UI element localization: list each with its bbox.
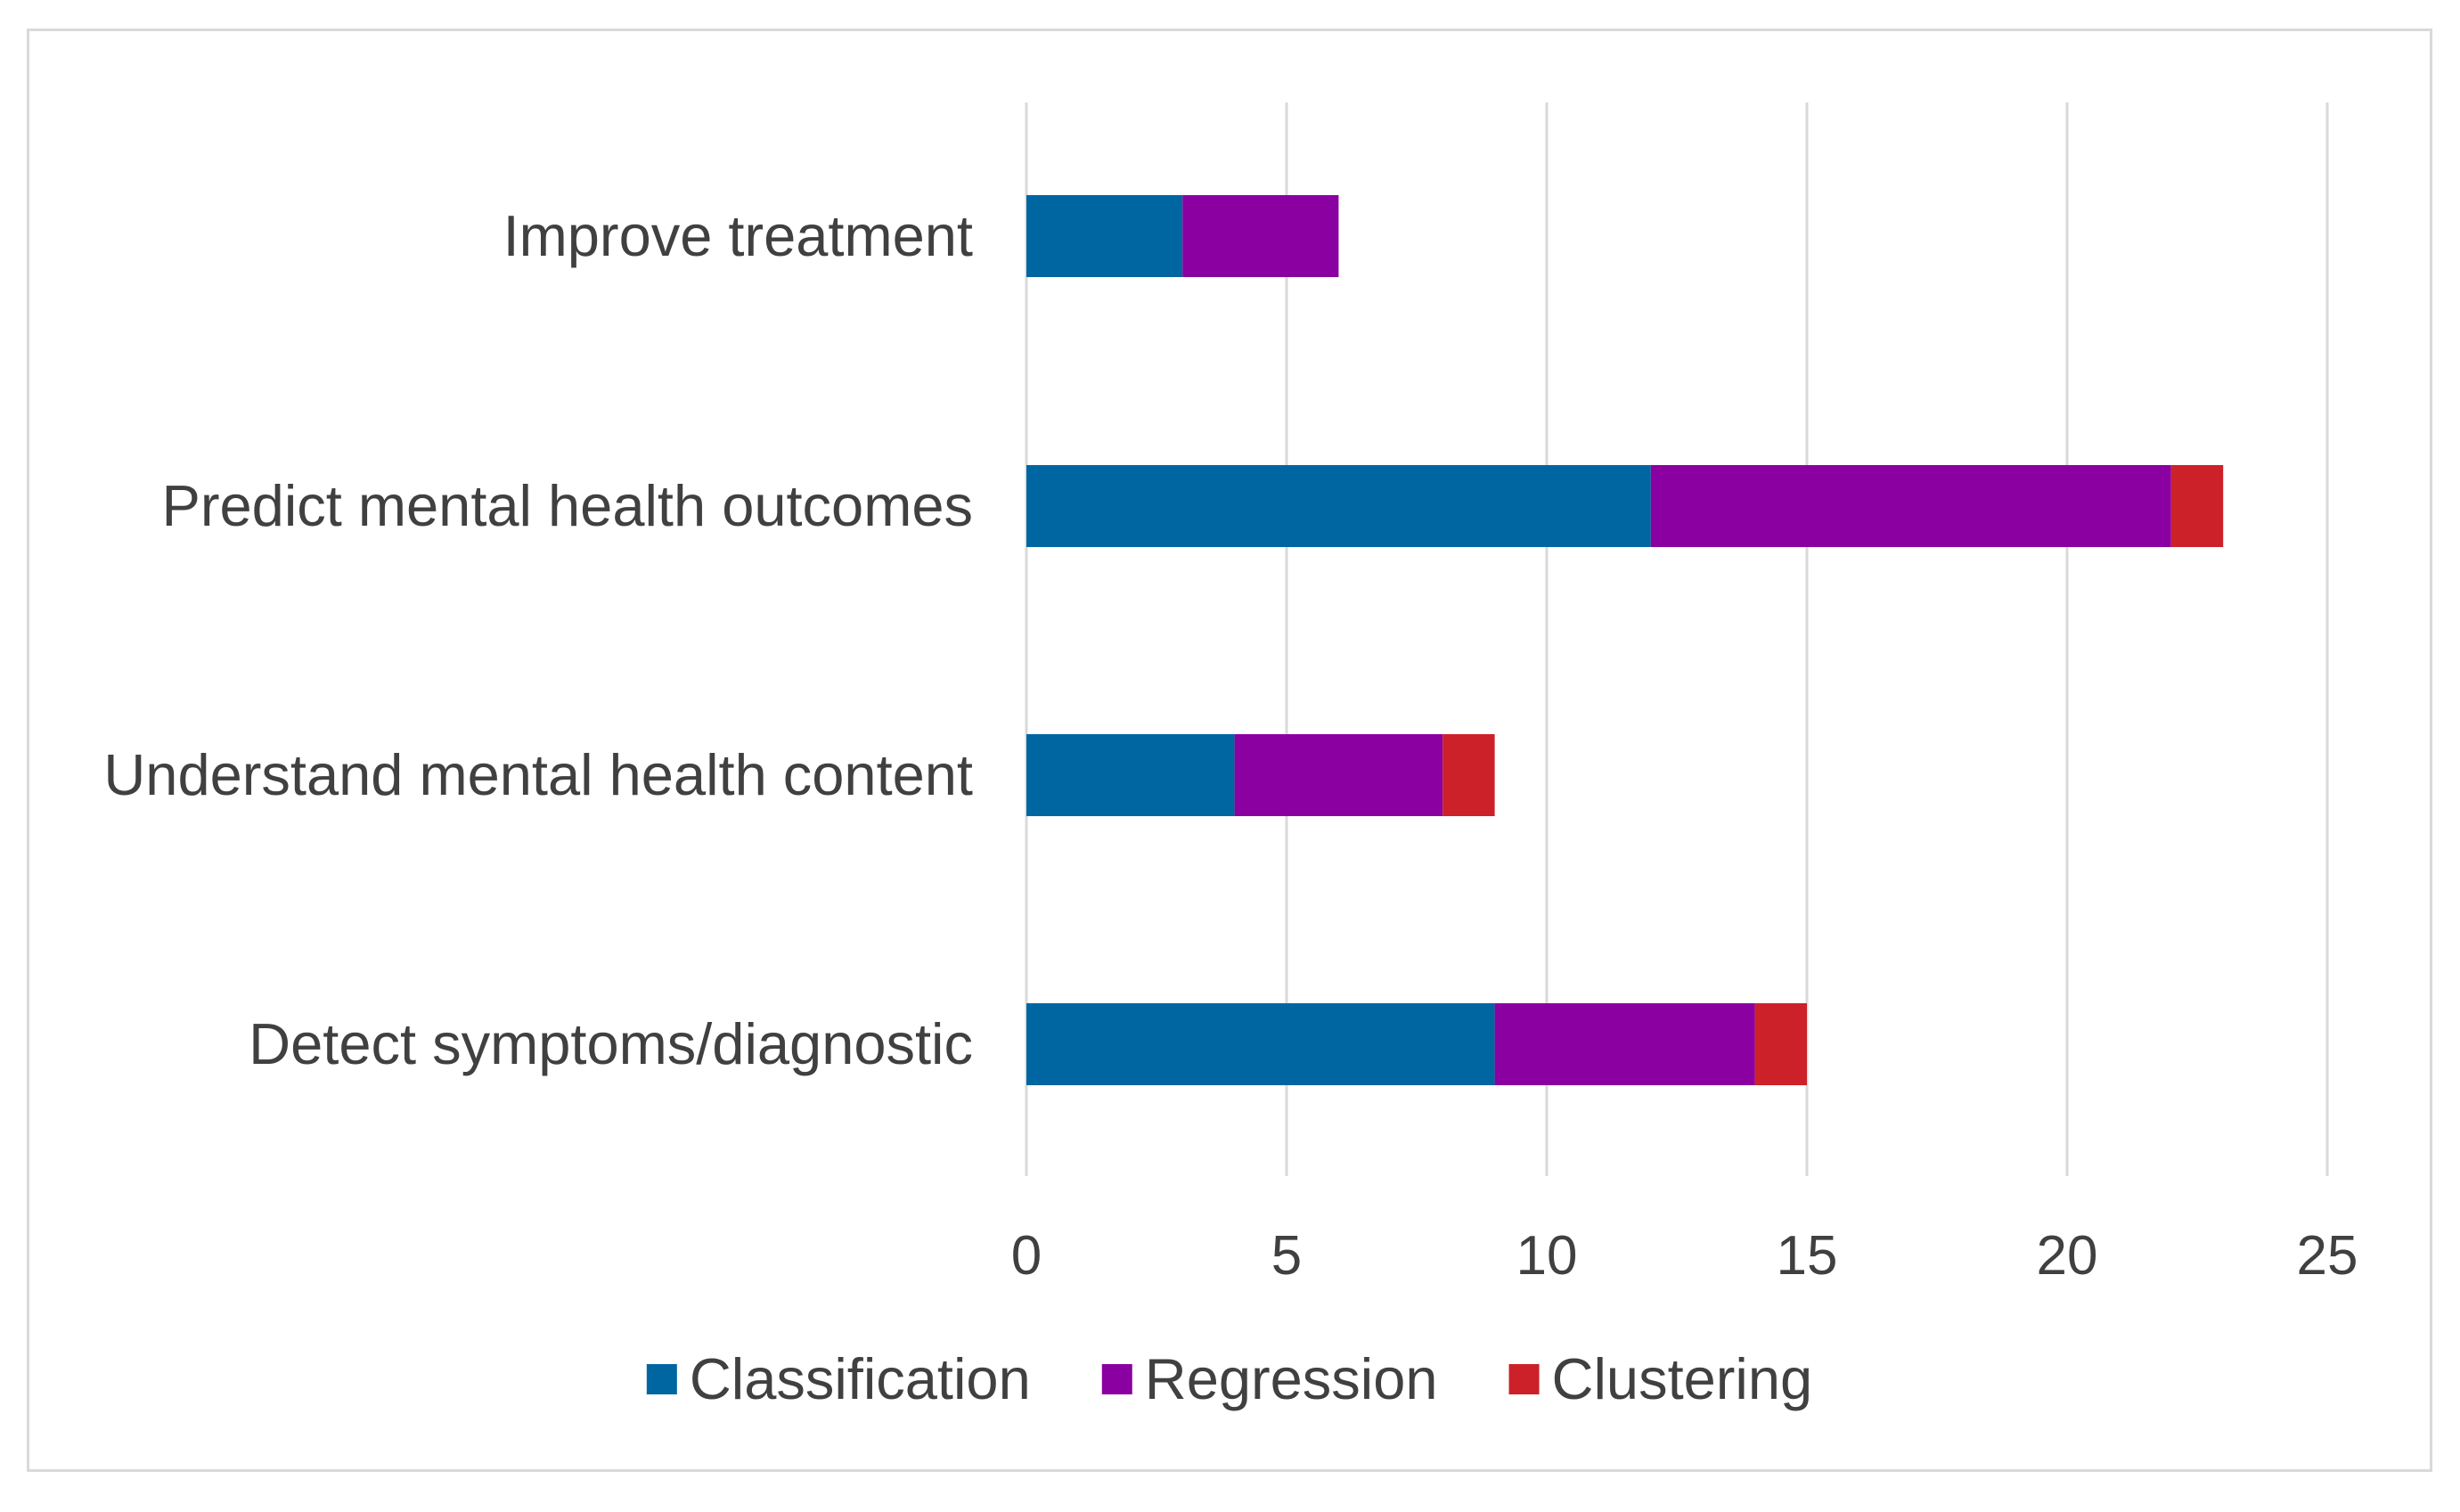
legend-swatch-classification bbox=[646, 1364, 677, 1394]
bar-clustering-1 bbox=[2170, 465, 2224, 547]
legend-label-classification: Classification bbox=[690, 1346, 1031, 1411]
bar-regression-2 bbox=[1234, 734, 1443, 816]
category-label-3: Detect symptoms/diagnostic bbox=[249, 1011, 973, 1076]
bar-classification-0 bbox=[1026, 195, 1183, 277]
bar-regression-0 bbox=[1182, 195, 1339, 277]
bars bbox=[1026, 195, 2224, 1085]
category-label-1: Predict mental health outcomes bbox=[162, 473, 973, 538]
x-tick-label-5: 5 bbox=[1271, 1225, 1302, 1287]
bar-classification-2 bbox=[1026, 734, 1235, 816]
bar-regression-1 bbox=[1650, 465, 2171, 547]
bar-clustering-2 bbox=[1442, 734, 1495, 816]
bar-regression-3 bbox=[1494, 1003, 1755, 1085]
legend-label-regression: Regression bbox=[1145, 1346, 1438, 1411]
x-tick-label-15: 15 bbox=[1777, 1225, 1838, 1287]
bar-classification-1 bbox=[1026, 465, 1651, 547]
x-tick-label-20: 20 bbox=[2037, 1225, 2098, 1287]
bar-classification-3 bbox=[1026, 1003, 1495, 1085]
legend-swatch-clustering bbox=[1508, 1364, 1540, 1394]
gridlines bbox=[1025, 102, 2329, 1176]
x-tick-label-10: 10 bbox=[1516, 1225, 1578, 1287]
legend: Classification Regression Clustering bbox=[646, 1346, 1813, 1411]
x-tick-label-25: 25 bbox=[2297, 1225, 2358, 1287]
category-label-2: Understand mental health content bbox=[103, 742, 973, 807]
legend-swatch-regression bbox=[1101, 1364, 1132, 1394]
bar-clustering-3 bbox=[1754, 1003, 1807, 1085]
legend-label-clustering: Clustering bbox=[1552, 1346, 1813, 1411]
category-label-0: Improve treatment bbox=[503, 203, 973, 268]
category-labels: Improve treatment Predict mental health o… bbox=[103, 203, 973, 1076]
x-axis-tick-labels: 0 5 10 15 20 25 bbox=[1011, 1225, 2358, 1287]
x-tick-label-0: 0 bbox=[1011, 1225, 1042, 1287]
